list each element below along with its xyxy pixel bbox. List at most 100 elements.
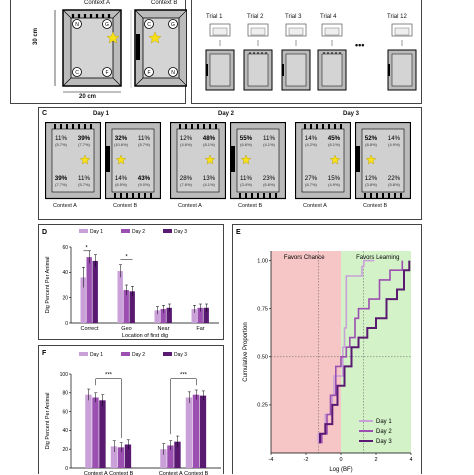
percent-value: 14% <box>115 175 128 182</box>
corner-a-0: N <box>75 22 79 28</box>
x-tick-label: Geo <box>121 326 131 332</box>
star-icon <box>240 154 252 165</box>
y-tick-label: 1.00 <box>257 258 268 264</box>
chance-zone <box>271 251 341 453</box>
percent-sem: (9.0%) <box>138 182 150 187</box>
percent-value: 23% <box>263 175 276 182</box>
percent-sem: (5.7%) <box>138 142 150 147</box>
arena-b-day3: 52%(8.8%) 14%(4.9%) 12%(3.8%) 22%(5.8%) <box>355 122 411 200</box>
percent-sem: (5.7%) <box>55 142 67 147</box>
x-tick-label: Context B <box>184 471 208 475</box>
corner-b-0: C <box>147 22 151 28</box>
percent-value: 11% <box>138 135 150 142</box>
bar <box>99 400 106 468</box>
panel-c-letter: C <box>42 110 48 117</box>
context-label-c: Context B <box>113 203 138 209</box>
star-icon <box>365 154 377 165</box>
bar <box>154 310 160 323</box>
panel-letter: D <box>42 229 47 236</box>
trial-label-3: Trial 3 <box>285 14 302 20</box>
corner-a-2: C <box>75 70 79 76</box>
legend-swatch <box>79 352 88 356</box>
y-axis-label: Dig Percent Per Animal <box>45 393 51 450</box>
percent-value: 45% <box>328 135 341 142</box>
y-tick-label: 0.50 <box>257 355 268 361</box>
legend-label: Day 2 <box>132 229 145 235</box>
percent-sem: (4.1%) <box>263 142 275 147</box>
sig-bracket <box>170 378 197 435</box>
trial-label-12: Trial 12 <box>387 14 407 20</box>
percent-value: 32% <box>115 135 128 142</box>
bar <box>86 257 92 323</box>
bar <box>92 260 98 323</box>
corner-b-1: G <box>171 22 175 28</box>
bar <box>92 397 99 468</box>
context-label-c: Context B <box>238 203 263 209</box>
arena-b-day2: 55%(6.6%)11%(4.1%)11%(3.4%)23%(6.6%) <box>230 122 286 200</box>
percent-value: 55% <box>240 135 253 142</box>
y-tick-label: 40 <box>62 270 68 276</box>
corner-b-2: F <box>147 70 150 76</box>
legend-label: Day 2 <box>132 352 145 358</box>
legend-swatch <box>121 352 130 356</box>
y-axis-label: Dig Percent Per Animal <box>45 257 51 314</box>
bar <box>110 446 118 468</box>
x-tick-label: 2 <box>374 457 377 463</box>
y-tick-label: 20 <box>62 295 68 301</box>
arena-context-a: N G C F <box>62 9 122 87</box>
percent-sem: (4.1%) <box>203 182 215 187</box>
bar <box>167 445 174 468</box>
chart-f: F Day 1 Day 2 Day 3 0 20 40 60 80 100 Dig Percent … <box>42 350 221 475</box>
y-tick-label: 0 <box>65 466 68 472</box>
percent-value: 15% <box>328 175 341 182</box>
legend-swatch <box>121 229 130 233</box>
chart-e: E Favors Chance Favors Learning 0.25 0.50 0.7… <box>236 229 413 473</box>
percent-sem: (6.1%) <box>328 142 340 147</box>
x-tick-label: Context B <box>109 471 133 475</box>
chart-d: D Day 1 Day 2 Day 3 0 20 40 60 Dig Percent Per A… <box>42 229 219 339</box>
arena-a-day3: 14%(4.2%) 45%(6.1%) 27%(6.7%) 15%(4.9%) <box>295 122 351 200</box>
y-tick-label: 0.75 <box>257 307 268 313</box>
arena-a-day2: 12%(4.6%) 48%(8.1%) 28%(7.6%) 13%(4.1%) <box>170 122 226 200</box>
percent-sem: (4.9%) <box>388 142 400 147</box>
percent-value: 14% <box>388 135 401 142</box>
star-icon <box>204 154 216 165</box>
bar <box>191 309 197 323</box>
star-icon <box>115 154 127 165</box>
x-tick-label: Far <box>196 326 204 332</box>
percent-sem: (3.8%) <box>365 182 377 187</box>
star-icon <box>148 31 162 44</box>
arena-a-day1: 11%(5.7%)39%(7.7%)39%(7.7%)11%(5.7%) <box>45 122 101 200</box>
percent-value: 39% <box>55 175 68 182</box>
percent-sem: (7.7%) <box>78 142 90 147</box>
y-tick-label: 40 <box>62 428 68 434</box>
percent-value: 43% <box>138 175 151 182</box>
bar <box>166 307 172 323</box>
bar <box>85 394 92 468</box>
trial-label-1: Trial 1 <box>206 14 223 20</box>
percent-sem: (4.2%) <box>305 142 317 147</box>
percent-sem: (7.6%) <box>180 182 192 187</box>
legend-swatch <box>163 352 172 356</box>
y-tick-label: 0 <box>65 321 68 327</box>
percent-sem: (6.6%) <box>263 182 275 187</box>
percent-value: 13% <box>203 175 216 182</box>
panel-f: F Day 1 Day 2 Day 3 0 20 40 60 80 100 Dig Percent … <box>38 345 224 475</box>
sig-bracket <box>95 378 122 438</box>
day-label-c: Day 3 <box>343 111 360 117</box>
percent-value: 12% <box>180 135 193 142</box>
context-label-c: Context A <box>53 203 77 209</box>
dimension-horizontal: 20 cm <box>79 94 97 100</box>
arena-b-day1: 32%(10.6%) 11%(5.7%) 14%(6.5%) 43%(9.0%) <box>105 122 161 200</box>
y-tick-label: 100 <box>60 372 69 378</box>
bar <box>192 394 200 468</box>
sig-marker: *** <box>105 373 113 379</box>
sig-marker: * <box>125 254 128 260</box>
percent-value: 11% <box>55 135 67 142</box>
bar <box>199 395 207 468</box>
sig-marker: * <box>85 246 88 252</box>
day-label-c: Day 2 <box>218 111 235 117</box>
panel-e: E Favors Chance Favors Learning 0.25 0.50 0.7… <box>232 224 422 474</box>
percent-value: 27% <box>305 175 318 182</box>
percent-value: 12% <box>365 175 378 182</box>
